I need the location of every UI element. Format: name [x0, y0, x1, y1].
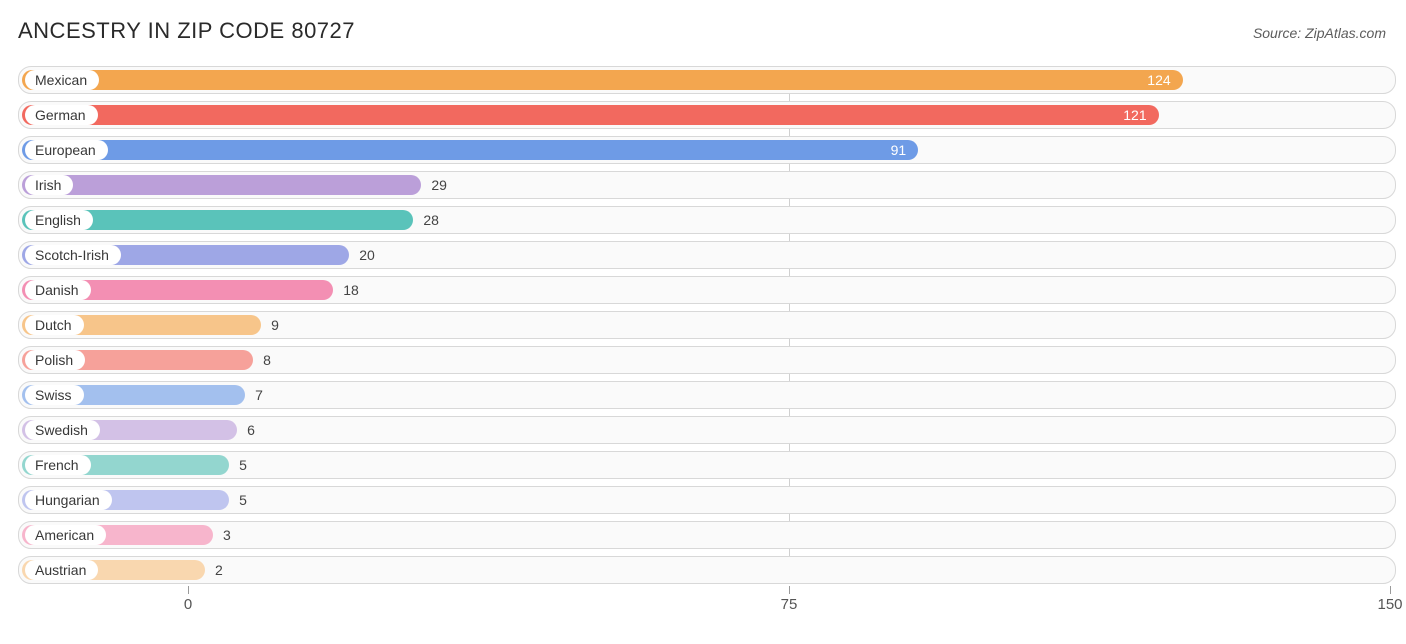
value-label: 2 — [215, 557, 223, 583]
category-pill: Austrian — [25, 560, 98, 580]
value-label: 29 — [431, 172, 447, 198]
bar-row: Swiss 7 — [18, 381, 1396, 409]
category-pill: German — [25, 105, 98, 125]
value-label: 8 — [263, 347, 271, 373]
category-pill: Polish — [25, 350, 85, 370]
category-pill: English — [25, 210, 93, 230]
value-label: 18 — [343, 277, 359, 303]
value-label: 7 — [255, 382, 263, 408]
x-axis: 075150 — [18, 586, 1396, 616]
bar-row: Polish 8 — [18, 346, 1396, 374]
bar-row: European 91 — [18, 136, 1396, 164]
bar-row: Irish 29 — [18, 171, 1396, 199]
value-label: 91 — [891, 137, 907, 163]
chart-area: Mexican124German121European91Irish29Engl… — [18, 66, 1396, 616]
bar — [22, 140, 918, 160]
bar — [22, 105, 1159, 125]
bar-row: Swedish 6 — [18, 416, 1396, 444]
category-pill: Danish — [25, 280, 91, 300]
bar — [22, 70, 1183, 90]
value-label: 28 — [423, 207, 439, 233]
axis-tick — [789, 586, 790, 594]
category-pill: Mexican — [25, 70, 99, 90]
bar-row: Dutch 9 — [18, 311, 1396, 339]
bar-row: German 121 — [18, 101, 1396, 129]
value-label: 20 — [359, 242, 375, 268]
bar-row: Austrian 2 — [18, 556, 1396, 584]
category-pill: French — [25, 455, 91, 475]
bar-row: American 3 — [18, 521, 1396, 549]
value-label: 5 — [239, 452, 247, 478]
category-pill: Swedish — [25, 420, 100, 440]
value-label: 6 — [247, 417, 255, 443]
value-label: 3 — [223, 522, 231, 548]
category-pill: European — [25, 140, 108, 160]
value-label: 5 — [239, 487, 247, 513]
bar-row: Hungarian 5 — [18, 486, 1396, 514]
bar-row: Mexican 124 — [18, 66, 1396, 94]
axis-tick — [188, 586, 189, 594]
axis-label: 150 — [1377, 596, 1402, 613]
axis-tick — [1390, 586, 1391, 594]
bar-row: French 5 — [18, 451, 1396, 479]
chart-source: Source: ZipAtlas.com — [1253, 25, 1386, 41]
chart-header: ANCESTRY IN ZIP CODE 80727 Source: ZipAt… — [18, 18, 1396, 44]
value-label: 124 — [1147, 67, 1170, 93]
axis-label: 0 — [184, 596, 192, 613]
bar-row: English 28 — [18, 206, 1396, 234]
bar — [22, 175, 421, 195]
value-label: 121 — [1123, 102, 1146, 128]
category-pill: Hungarian — [25, 490, 112, 510]
category-pill: American — [25, 525, 106, 545]
bar-row: Danish 18 — [18, 276, 1396, 304]
chart-title: ANCESTRY IN ZIP CODE 80727 — [18, 18, 355, 44]
bar-row: Scotch-Irish 20 — [18, 241, 1396, 269]
value-label: 9 — [271, 312, 279, 338]
category-pill: Scotch-Irish — [25, 245, 121, 265]
category-pill: Swiss — [25, 385, 84, 405]
category-pill: Irish — [25, 175, 73, 195]
category-pill: Dutch — [25, 315, 84, 335]
axis-label: 75 — [781, 596, 798, 613]
